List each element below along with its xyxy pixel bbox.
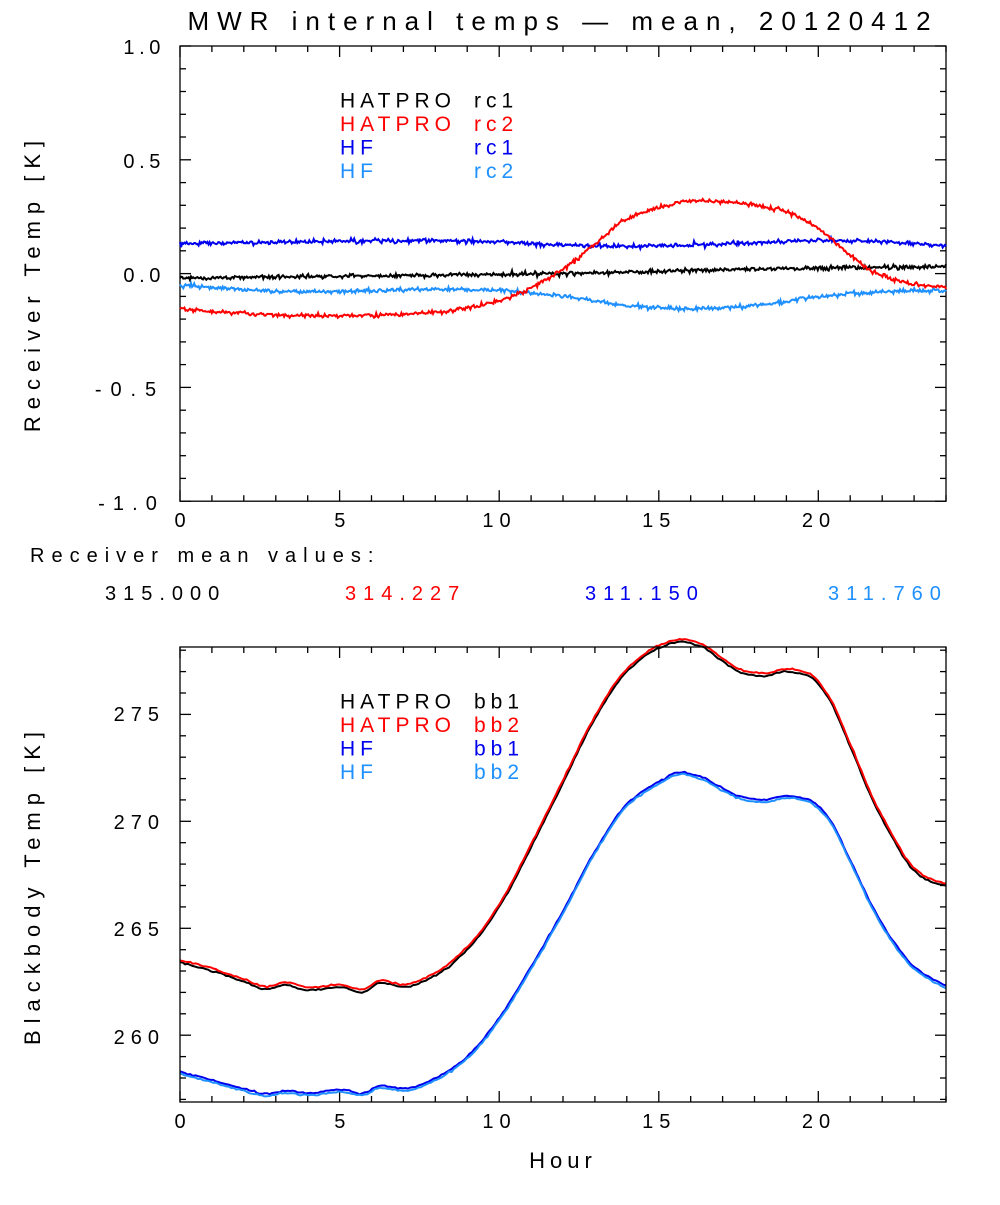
svg-text:314.227: 314.227 xyxy=(345,583,466,605)
svg-text:311.760: 311.760 xyxy=(828,583,948,605)
svg-text:Receiver Temp [K]: Receiver Temp [K] xyxy=(20,134,45,432)
svg-text:rc2: rc2 xyxy=(474,113,518,136)
svg-text:HATPRO: HATPRO xyxy=(340,714,456,737)
svg-text:rc1: rc1 xyxy=(474,137,518,160)
svg-text:1.0: 1.0 xyxy=(123,37,165,59)
svg-text:-1.0: -1.0 xyxy=(98,493,165,515)
svg-text:260: 260 xyxy=(114,1027,165,1049)
svg-text:rc1: rc1 xyxy=(474,90,518,113)
svg-text:HATPRO: HATPRO xyxy=(340,90,456,113)
svg-text:MWR internal temps — mean, 201: MWR internal temps — mean, 20120412 xyxy=(187,6,938,36)
svg-text:bb2: bb2 xyxy=(474,714,524,737)
svg-text:bb1: bb1 xyxy=(474,691,524,714)
svg-text:rc2: rc2 xyxy=(474,160,518,183)
svg-text:Hour: Hour xyxy=(529,1148,597,1173)
svg-text:0: 0 xyxy=(174,510,185,532)
svg-text:HF: HF xyxy=(340,738,378,761)
svg-text:10: 10 xyxy=(482,510,516,532)
svg-text:15: 15 xyxy=(642,510,676,532)
svg-text:5: 5 xyxy=(334,510,345,532)
svg-text:0: 0 xyxy=(174,1111,185,1133)
svg-text:311.150: 311.150 xyxy=(585,583,705,605)
svg-text:10: 10 xyxy=(482,1111,516,1133)
svg-text:275: 275 xyxy=(114,704,165,726)
svg-text:HATPRO: HATPRO xyxy=(340,691,456,714)
svg-text:HF: HF xyxy=(340,137,378,160)
svg-text:HF: HF xyxy=(340,160,378,183)
svg-text:15: 15 xyxy=(642,1111,676,1133)
svg-text:270: 270 xyxy=(114,812,165,834)
svg-text:Receiver mean values:: Receiver mean values: xyxy=(30,545,380,567)
svg-text:bb1: bb1 xyxy=(474,738,524,761)
svg-text:-0.5: -0.5 xyxy=(95,379,165,401)
svg-text:0.0: 0.0 xyxy=(123,265,165,287)
svg-text:5: 5 xyxy=(334,1111,345,1133)
svg-text:HATPRO: HATPRO xyxy=(340,113,456,136)
svg-text:265: 265 xyxy=(114,919,165,941)
svg-text:Blackbody Temp [K]: Blackbody Temp [K] xyxy=(20,725,45,1045)
svg-text:20: 20 xyxy=(802,1111,836,1133)
svg-text:20: 20 xyxy=(802,510,836,532)
svg-text:HF: HF xyxy=(340,761,378,784)
svg-text:315.000: 315.000 xyxy=(105,583,226,605)
svg-text:bb2: bb2 xyxy=(474,761,524,784)
svg-text:0.5: 0.5 xyxy=(123,151,165,173)
